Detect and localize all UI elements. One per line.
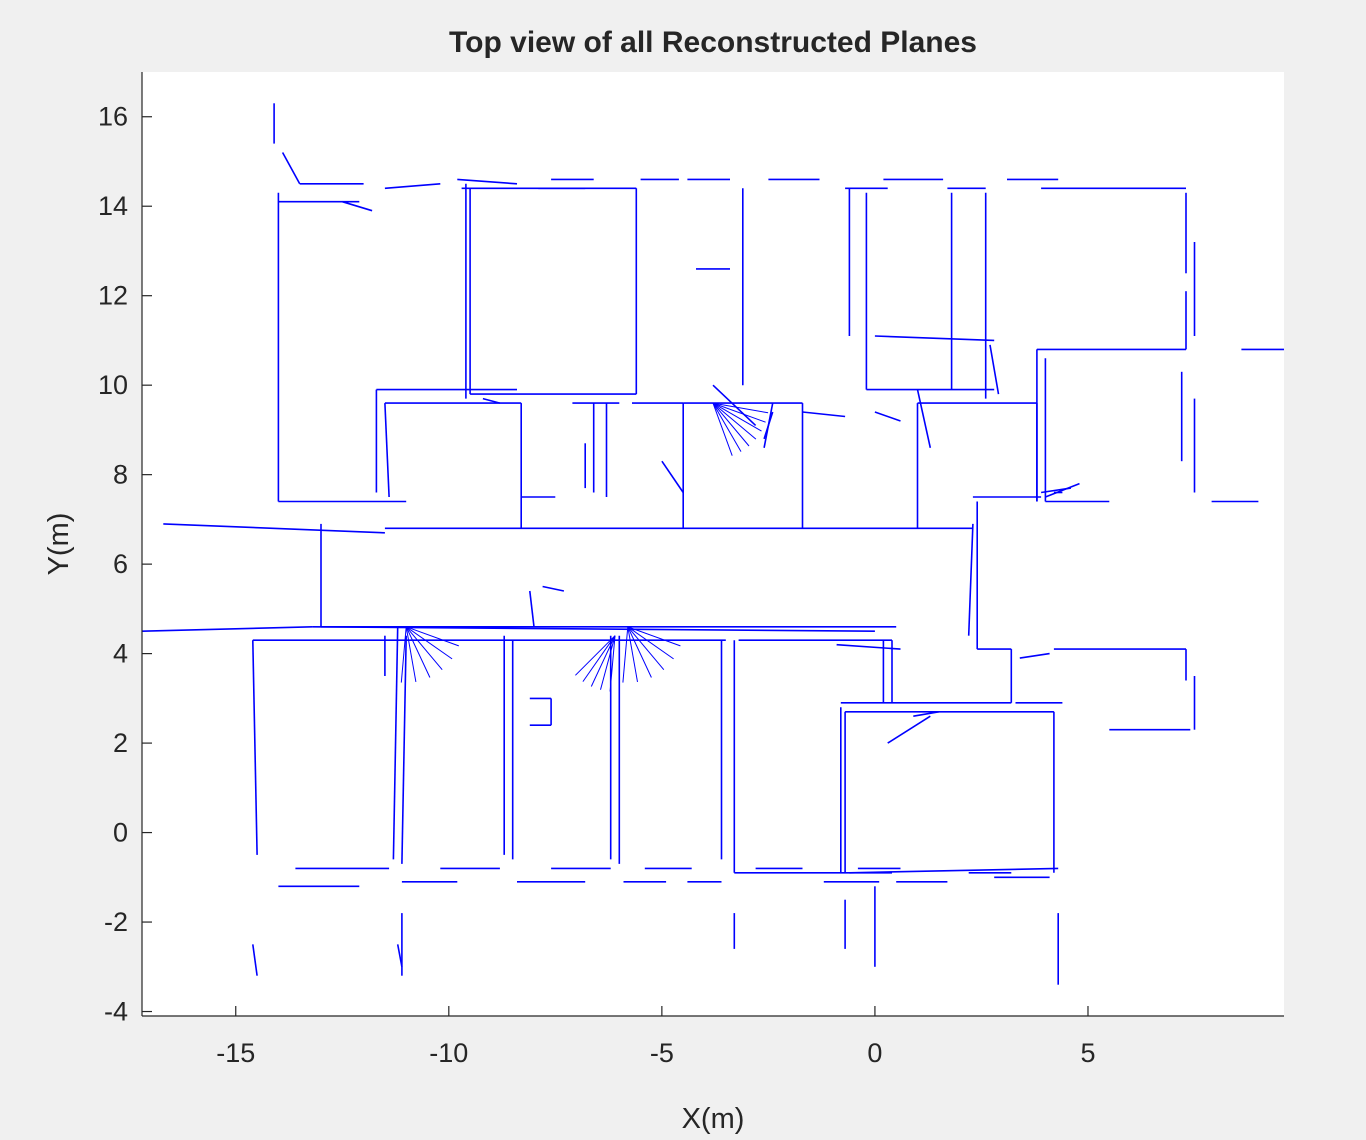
plane-segment bbox=[396, 944, 403, 967]
plane-fan-ray bbox=[712, 402, 762, 432]
plane-fan-ray bbox=[582, 635, 616, 682]
plane-fan-ray bbox=[712, 402, 750, 447]
y-axis-label: Y(m) bbox=[43, 513, 75, 576]
plane-fan-ray bbox=[627, 626, 665, 671]
plane-fan-ray bbox=[575, 635, 616, 676]
x-tick-label: 0 bbox=[867, 1038, 882, 1068]
plane-segment bbox=[401, 635, 407, 864]
plane-segment bbox=[482, 397, 501, 404]
plane-segment bbox=[874, 335, 995, 342]
plane-fan-ray bbox=[627, 626, 681, 647]
plane-segment bbox=[457, 178, 518, 185]
plane-segment bbox=[836, 643, 901, 650]
y-tick-label: 4 bbox=[113, 639, 128, 669]
plane-fan-ray bbox=[712, 402, 757, 440]
plane-fan-ray bbox=[627, 626, 652, 678]
plane-fan-ray bbox=[405, 626, 443, 671]
x-tick-label: -5 bbox=[650, 1038, 674, 1068]
plane-segment bbox=[163, 523, 385, 534]
data-layer bbox=[141, 103, 1284, 985]
plane-fan-ray bbox=[712, 402, 766, 423]
y-tick-label: 6 bbox=[113, 549, 128, 579]
plane-fan-ray bbox=[712, 402, 742, 452]
plane-fan-ray bbox=[405, 626, 431, 678]
plane-segment bbox=[392, 626, 399, 860]
plane-segment bbox=[342, 200, 373, 212]
plane-segment bbox=[712, 384, 757, 426]
y-tick-label: 0 bbox=[113, 818, 128, 848]
chart-title: Top view of all Reconstructed Planes bbox=[449, 26, 977, 59]
plane-segment bbox=[1045, 482, 1080, 498]
plane-segment bbox=[384, 403, 390, 498]
plane-fan-ray bbox=[405, 626, 417, 682]
y-tick-label: 10 bbox=[98, 370, 128, 400]
plane-segment bbox=[874, 411, 901, 422]
plane-segment bbox=[252, 944, 258, 976]
plane-fan-ray bbox=[712, 402, 733, 456]
plane-segment bbox=[529, 590, 535, 627]
plane-fan-ray bbox=[609, 635, 616, 692]
plane-fan-ray bbox=[622, 626, 629, 683]
plane-fan-ray bbox=[400, 626, 407, 683]
plane-segment bbox=[141, 626, 313, 632]
plane-fan-ray bbox=[627, 626, 638, 682]
plane-segment bbox=[849, 867, 1059, 874]
plane-segment bbox=[661, 460, 684, 493]
plane-segment bbox=[989, 344, 1000, 395]
plane-segment bbox=[384, 183, 441, 190]
x-axis-label: X(m) bbox=[682, 1103, 745, 1135]
x-tick-label: -15 bbox=[216, 1038, 255, 1068]
y-tick-label: 16 bbox=[98, 102, 128, 132]
x-tick-label: 5 bbox=[1080, 1038, 1095, 1068]
plane-segment bbox=[802, 411, 846, 418]
y-tick-label: 8 bbox=[113, 460, 128, 490]
y-tick-label: -2 bbox=[104, 907, 128, 937]
plane-fan-ray bbox=[405, 626, 453, 660]
y-tick-label: 12 bbox=[98, 281, 128, 311]
y-tick-label: -4 bbox=[104, 997, 128, 1027]
plane-fan-ray bbox=[712, 402, 769, 414]
axes-layer: -15 -10 -5 0 5 -4 -2 0 2 4 6 8 10 12 14 16 bbox=[98, 72, 1284, 1068]
plane-segment bbox=[542, 585, 565, 592]
plane-fan-ray bbox=[590, 635, 616, 687]
plane-segment bbox=[916, 389, 932, 448]
y-tick-label: 14 bbox=[98, 191, 128, 221]
plane-segment bbox=[763, 411, 774, 440]
plane-segment bbox=[252, 640, 258, 855]
plane-segment bbox=[913, 711, 939, 717]
plane-segment bbox=[281, 152, 301, 185]
plot-area bbox=[142, 72, 1284, 1016]
x-tick-label: -10 bbox=[429, 1038, 468, 1068]
plane-fan-ray bbox=[600, 635, 616, 690]
y-tick-label: 2 bbox=[113, 728, 128, 758]
plane-segment bbox=[967, 523, 974, 636]
plane-fan-ray bbox=[627, 626, 674, 660]
plane-fan-ray bbox=[406, 626, 459, 647]
plane-segment bbox=[1019, 652, 1050, 659]
plane-segment bbox=[887, 715, 931, 744]
